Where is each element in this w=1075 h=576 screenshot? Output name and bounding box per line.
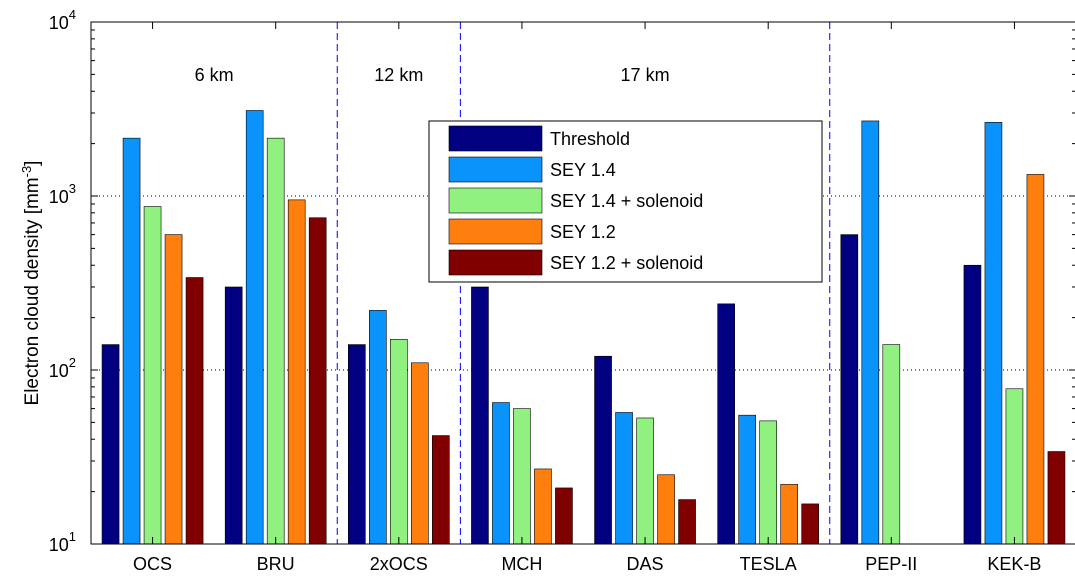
x-tick-label: PEP-II [865,554,917,574]
legend-label: SEY 1.2 [550,222,616,242]
bar [432,435,450,545]
bar [1026,174,1045,545]
legend-swatch [448,187,543,214]
legend-label: SEY 1.4 [550,160,616,180]
bar [615,412,633,545]
region-layer: 6 km 12 km 17 km [195,65,670,85]
bar [678,499,696,545]
legend-label: SEY 1.4 + solenoid [550,191,703,211]
x-tick-label: KEK-B [987,554,1041,574]
y-tick-label: 104 [49,7,76,33]
bar [1005,388,1024,545]
x-tick-label: MCH [501,554,542,574]
region-label: 12 km [374,65,423,85]
bar [411,362,429,545]
bar [369,310,387,545]
y-tick-label: 101 [49,529,76,555]
legend-label: SEY 1.2 + solenoid [550,253,703,273]
bar [513,408,531,545]
bar [963,264,982,545]
bar [143,206,162,545]
bar [101,344,120,545]
bar [780,484,798,545]
bar [717,303,735,545]
legend-swatch [448,249,543,276]
bar [534,468,552,545]
legend-items: Threshold SEY 1.4 SEY 1.4 + solenoid SEY 1.… [448,125,703,276]
bar [594,355,612,545]
bar [471,286,489,545]
bar [555,487,573,545]
legend-swatch [448,218,543,245]
x-tick-label: TESLA [740,554,797,574]
legend: Threshold SEY 1.4 SEY 1.4 + solenoid SEY 1.… [428,120,823,283]
axis-layer: 101 102 103 104 OCS BRU 2xOCS MCH DAS TESLA PEP-II… [49,7,1075,574]
y-axis-label: Electron cloud density [mm-3] [19,161,43,406]
y-tick-label: 102 [49,355,76,381]
bar [224,286,243,545]
bar [1047,451,1066,545]
bar [657,474,675,545]
bar [984,122,1003,545]
bar [738,414,756,545]
x-tick-label: 2xOCS [370,554,428,574]
region-label: 17 km [621,65,670,85]
bar [492,402,510,545]
x-tick-label: DAS [627,554,664,574]
x-tick-label: OCS [133,554,172,574]
divider-layer [336,22,831,544]
bar [840,234,859,545]
bar [308,217,327,545]
bar [245,110,264,545]
bar [287,199,306,545]
bar [882,344,901,545]
bar [390,339,408,545]
bar [759,420,777,545]
legend-swatch [448,156,543,183]
bar [164,234,183,545]
bar [185,277,204,545]
y-tick-label: 103 [49,181,76,207]
bar [266,137,285,545]
bar [861,120,880,545]
legend-label: Threshold [550,129,630,149]
bar [122,137,141,545]
bar [636,417,654,545]
region-label: 6 km [195,65,234,85]
bar [801,503,819,545]
plot-frame [90,21,1075,545]
bars-layer [101,110,1066,545]
bar [348,344,366,545]
x-tick-label: BRU [257,554,295,574]
legend-swatch [448,125,543,152]
